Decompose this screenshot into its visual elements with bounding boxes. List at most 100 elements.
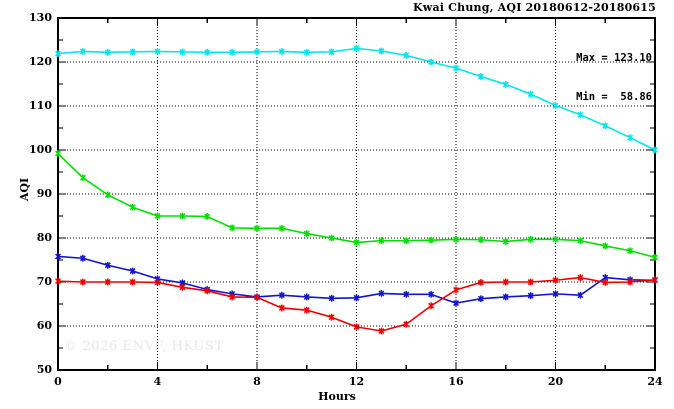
series-marker [477,279,484,286]
series-marker [79,48,86,55]
chart-title: Kwai Chung, AQI 20180612-20180615 [413,1,656,14]
series-marker [254,294,260,301]
series-marker [403,291,410,298]
series-marker [502,238,509,245]
series-marker [104,191,111,198]
series-marker [104,262,111,269]
series-marker [378,328,385,334]
series-marker [652,254,658,261]
series-marker [254,225,260,232]
series-marker [154,279,161,286]
series-marker [453,300,459,307]
series-marker [79,255,86,262]
series-marker [403,237,410,244]
series-marker [453,286,459,293]
series-marker [428,291,435,298]
series-marker [477,73,484,80]
y-tick-label: 110 [29,99,52,112]
x-tick-label: 8 [253,375,261,388]
y-tick-label: 90 [36,187,52,200]
series-marker [79,174,86,181]
series-marker [602,274,609,281]
series-marker [129,268,136,274]
series-marker [527,279,534,285]
series-marker [428,59,435,65]
series-marker [55,253,61,260]
x-tick-label: 20 [547,375,564,388]
series-marker [627,247,634,254]
series-marker [129,48,136,55]
max-annotation-label: Max = 123.10 [576,52,652,64]
series-marker [204,213,211,220]
y-tick-label: 120 [29,55,52,68]
series-marker [179,279,186,286]
series-marker [502,293,509,300]
series-marker [328,314,335,321]
series-marker [55,50,61,57]
series-marker [229,224,236,231]
series-marker [154,213,161,219]
series-marker [552,277,559,284]
gridlines [58,18,655,370]
series-marker [179,48,186,55]
series-marker [652,276,658,283]
minmax-annotation: Max = 123.10 Min = 58.86 [576,26,652,130]
x-axis-label: Hours [318,390,356,403]
min-annotation-label: Min = 58.86 [576,91,652,103]
series-marker [602,122,609,129]
series-marker [229,293,236,300]
series-marker [477,295,484,302]
series-marker [378,290,385,297]
series-marker [353,45,360,52]
series-marker [378,237,385,244]
series-marker [502,81,509,88]
series-marker [428,302,435,309]
series-marker [527,236,534,243]
series-marker [179,284,186,291]
series-marker [104,49,111,56]
series-marker [552,236,559,243]
series-marker [254,48,260,55]
series-marker [577,292,584,299]
series-cyan-series [55,44,658,154]
series-marker [378,48,385,54]
series-marker [477,236,484,243]
series-marker [428,237,435,244]
series-marker [55,278,61,285]
series-marker [303,307,310,314]
series-marker [353,323,360,330]
series-marker [577,237,584,244]
series-marker [303,293,310,300]
y-tick-label: 60 [36,319,52,332]
series-marker [577,274,584,281]
series-marker [652,147,658,153]
series-marker [353,294,360,301]
series-marker [577,111,584,118]
series-marker [129,204,136,211]
x-tick-label: 0 [54,375,62,388]
series-marker [204,49,211,56]
series-marker [229,49,236,56]
series-marker [502,279,509,285]
x-tick-label: 12 [348,375,365,388]
x-tick-label: 24 [647,375,663,388]
series-marker [154,48,161,55]
x-tick-label: 4 [153,375,162,388]
x-tick-label: 16 [448,375,464,388]
series-marker [552,102,559,109]
series-marker [627,134,634,141]
series-marker [627,279,634,285]
series-marker [55,150,61,157]
series-marker [453,236,459,243]
series-marker [602,242,609,249]
series-marker [453,65,459,72]
series-marker [278,48,285,55]
series-marker [278,225,285,232]
series-marker [403,52,410,59]
series-marker [552,290,559,297]
series-marker [527,91,534,98]
series-green-series [55,150,658,261]
series-marker [328,48,335,55]
y-tick-label: 130 [29,11,52,24]
